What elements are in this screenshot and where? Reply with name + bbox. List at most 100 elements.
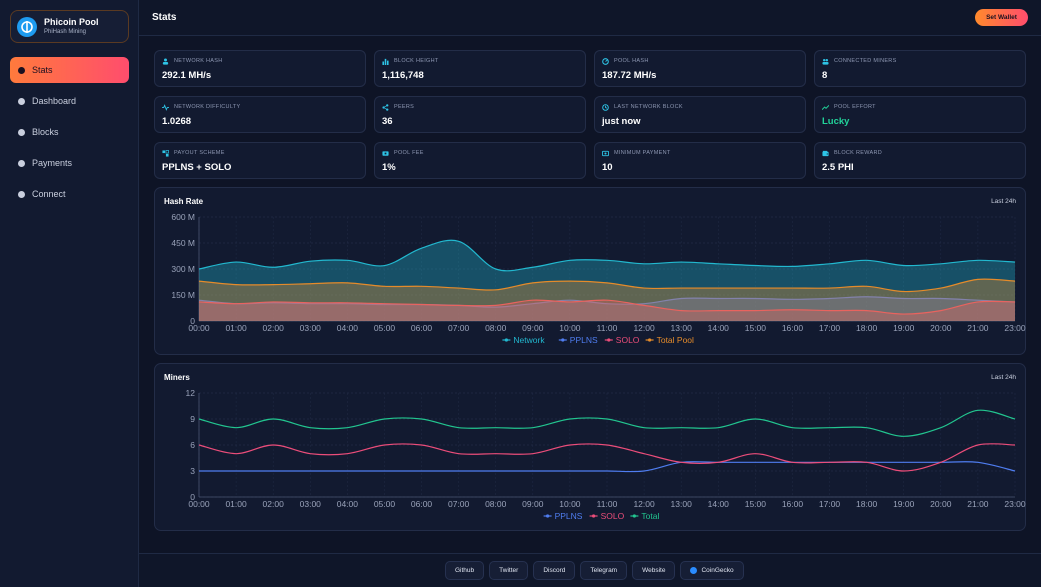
x-tick-label: 13:00 [671, 323, 693, 333]
stat-card-block-reward: BLOCK REWARD 2.5 PHI [814, 142, 1026, 179]
x-tick-label: 08:00 [485, 499, 507, 509]
stat-value: 2.5 PHI [822, 162, 854, 173]
x-tick-label: 00:00 [188, 323, 210, 333]
stat-card-pool-hash: POOL HASH 187.72 MH/s [594, 50, 806, 87]
y-tick-label: 6 [190, 440, 195, 450]
wallet-icon [822, 150, 829, 156]
x-tick-label: 04:00 [337, 323, 359, 333]
x-tick-label: 09:00 [522, 323, 544, 333]
set-wallet-button[interactable]: Set Wallet [975, 9, 1028, 26]
x-tick-label: 04:00 [337, 499, 359, 509]
stat-label: PAYOUT SCHEME [174, 150, 225, 156]
series-area-network [199, 240, 1015, 321]
legend-marker [504, 338, 508, 342]
y-tick-label: 9 [190, 414, 195, 424]
stat-value: 1,116,748 [382, 70, 424, 81]
stat-card-peers: PEERS 36 [374, 96, 586, 133]
website-link[interactable]: Website [632, 561, 676, 580]
x-tick-label: 07:00 [448, 323, 470, 333]
stat-card-pool-fee: POOL FEE 1% [374, 142, 586, 179]
sidebar-nav: Stats Dashboard Blocks Payments Connect [10, 57, 129, 212]
sidebar-item-stats[interactable]: Stats [10, 57, 129, 83]
sidebar-item-dashboard[interactable]: Dashboard [10, 88, 129, 114]
stat-value: 187.72 MH/s [602, 70, 657, 81]
nav-dot-icon [18, 66, 25, 74]
sidebar-item-connect[interactable]: Connect [10, 181, 129, 207]
ticket-icon [382, 150, 389, 156]
series-line-total [198, 409, 1016, 437]
x-tick-label: 21:00 [967, 323, 989, 333]
stats-grid: NETWORK HASH 292.1 MH/s BLOCK HEIGHT 1,1… [154, 50, 1026, 179]
series-line-network [198, 239, 1016, 272]
sidebar-item-label: Blocks [32, 127, 59, 137]
sidebar-item-payments[interactable]: Payments [10, 150, 129, 176]
brand[interactable]: Phicoin Pool PhiHash Mining [10, 10, 129, 43]
stat-card-network-difficulty: NETWORK DIFFICULTY 1.0268 [154, 96, 366, 133]
stat-card-network-hash: NETWORK HASH 292.1 MH/s [154, 50, 366, 87]
share-icon [382, 103, 389, 111]
sidebar: Phicoin Pool PhiHash Mining Stats Dashbo… [0, 0, 139, 587]
stat-value: 292.1 MH/s [162, 70, 212, 81]
x-tick-label: 18:00 [856, 499, 878, 509]
legend-label: Total [641, 511, 659, 521]
x-tick-label: 13:00 [671, 499, 693, 509]
page-title: Stats [152, 12, 177, 23]
x-tick-label: 14:00 [708, 323, 730, 333]
twitter-link[interactable]: Twitter [489, 561, 529, 580]
x-tick-label: 00:00 [188, 499, 210, 509]
stat-value: 1.0268 [162, 116, 192, 127]
series-line-solo [198, 299, 1016, 315]
series-line-pplns [199, 461, 1016, 473]
stat-label: PEERS [394, 104, 415, 110]
y-tick-label: 3 [190, 466, 195, 476]
telegram-link[interactable]: Telegram [580, 561, 628, 580]
x-tick-label: 16:00 [782, 499, 804, 509]
series-line-total-pool [198, 278, 1016, 293]
footer: Github Twitter Discord Telegram Website … [139, 553, 1041, 587]
legend-marker [632, 514, 636, 518]
coingecko-link[interactable]: CoinGecko [680, 561, 744, 580]
stat-value: 10 [602, 162, 613, 173]
stat-card-pool-effort: POOL EFFORT Lucky [814, 96, 1026, 133]
stat-card-payout-scheme: PAYOUT SCHEME PPLNS + SOLO [154, 142, 366, 179]
series-line-solo [198, 443, 1016, 472]
stat-label: LAST NETWORK BLOCK [614, 104, 683, 110]
pulse-icon [162, 103, 169, 111]
stat-label: POOL EFFORT [834, 104, 876, 110]
x-tick-label: 18:00 [856, 323, 878, 333]
nav-dot-icon [18, 128, 25, 136]
legend-label: PPLNS [555, 511, 583, 521]
stat-value: PPLNS + SOLO [162, 162, 232, 173]
legend-label: SOLO [616, 335, 640, 345]
github-link[interactable]: Github [445, 561, 485, 580]
miners-chart: 0 3 6 9 12 00:00 01:00 02:00 03:00 04:00 05:00 06:0… [186, 388, 1026, 521]
x-tick-label: 16:00 [782, 323, 804, 333]
legend-label: SOLO [601, 511, 625, 521]
brand-name: Phicoin Pool [44, 16, 99, 27]
y-tick-label: 600 M [171, 212, 195, 222]
sidebar-item-blocks[interactable]: Blocks [10, 119, 129, 145]
stat-label: BLOCK HEIGHT [394, 58, 439, 64]
chart-range: Last 24h [991, 374, 1016, 381]
phicoin-logo-icon [17, 16, 37, 37]
legend-label: Total Pool [657, 335, 694, 345]
stat-label: MINIMUM PAYMENT [614, 150, 671, 156]
stat-card-minimum-payment: MINIMUM PAYMENT 10 [594, 142, 806, 179]
users-icon [162, 58, 169, 65]
x-tick-label: 06:00 [411, 499, 433, 509]
x-tick-label: 01:00 [225, 499, 247, 509]
discord-link[interactable]: Discord [533, 561, 576, 580]
x-tick-label: 15:00 [745, 323, 767, 333]
x-tick-label: 19:00 [893, 323, 915, 333]
x-tick-label: 14:00 [708, 499, 730, 509]
nav-dot-icon [18, 97, 25, 105]
stat-label: NETWORK DIFFICULTY [174, 104, 241, 110]
chart-title: Hash Rate [164, 197, 204, 206]
x-tick-label: 17:00 [819, 499, 841, 509]
legend-label: PPLNS [570, 335, 598, 345]
hashrate-chart-panel: 0 150 M 300 M 450 M 600 M 00:00 01:00 02:00 03:0… [154, 187, 1026, 355]
x-tick-label: 07:00 [448, 499, 470, 509]
x-tick-label: 19:00 [893, 499, 915, 509]
x-tick-label: 03:00 [300, 499, 322, 509]
coin-icon [602, 150, 609, 156]
